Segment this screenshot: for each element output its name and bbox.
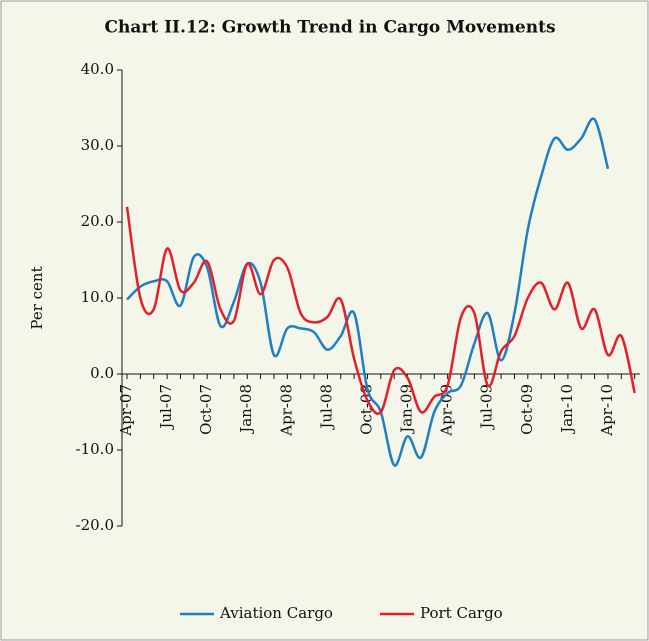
legend-label: Aviation Cargo [219,604,333,622]
x-tick-label: Oct-09 [518,384,536,435]
x-tick-label: Jul-08 [317,384,335,431]
series-line [126,117,610,467]
x-tick-label: Apr-08 [277,384,295,437]
x-tick-label: Apr-10 [598,384,616,437]
legend-label: Port Cargo [420,604,503,622]
x-tick-label: Oct-07 [197,384,215,435]
series-line [125,206,636,415]
y-axis-label: Per cent [28,266,46,329]
y-tick-label: 20.0 [81,212,114,230]
x-tick-label: Jan-09 [398,384,416,435]
y-tick-label: -20.0 [76,516,114,534]
chart-title: Chart II.12: Growth Trend in Cargo Movem… [104,18,555,38]
y-tick-label: -10.0 [76,440,114,458]
x-tick-label: Jul-09 [478,384,496,431]
y-tick-label: 40.0 [81,60,114,78]
x-tick-label: Jul-07 [157,384,175,431]
y-tick-label: 30.0 [81,136,114,154]
x-tick-label: Apr-07 [117,384,135,437]
y-tick-label: 10.0 [81,288,114,306]
x-tick-label: Jan-10 [558,384,576,435]
y-tick-label: 0.0 [90,364,114,382]
x-tick-label: Jan-08 [237,384,255,435]
